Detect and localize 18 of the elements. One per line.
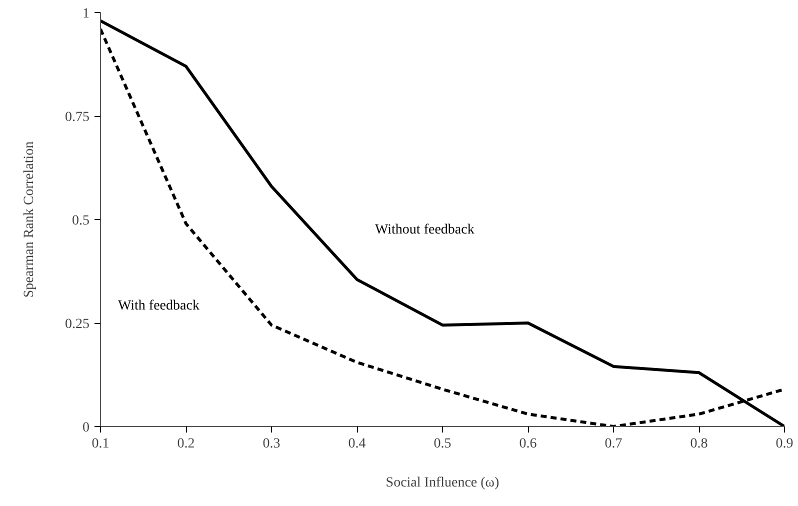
x-tick-label: 0.8 bbox=[690, 436, 708, 452]
y-tick-label: 0 bbox=[82, 420, 90, 436]
x-tick-label: 0.9 bbox=[776, 436, 794, 452]
x-tick-label: 0.2 bbox=[177, 436, 195, 452]
y-tick-label: 0.25 bbox=[65, 317, 90, 332]
text: With feedback bbox=[118, 298, 200, 314]
y-tick-label: 0.5 bbox=[72, 214, 90, 228]
y-axis-title: Spearman Rank Correlation bbox=[22, 141, 37, 298]
x-tick-label: 0.3 bbox=[262, 436, 280, 452]
x-tick-label: 0.4 bbox=[348, 436, 366, 452]
x-tick-label: 0.1 bbox=[92, 436, 110, 452]
x-tick-label: 0.7 bbox=[604, 436, 622, 452]
text: Without feedback bbox=[375, 222, 474, 238]
x-tick-label: 0.6 bbox=[519, 436, 537, 452]
x-axis-title: Social Influence (ω) bbox=[386, 476, 500, 490]
x-tick-label: 0.5 bbox=[434, 436, 452, 452]
y-tick-label: 0.75 bbox=[65, 110, 90, 125]
y-tick-label: 1 bbox=[82, 6, 90, 22]
